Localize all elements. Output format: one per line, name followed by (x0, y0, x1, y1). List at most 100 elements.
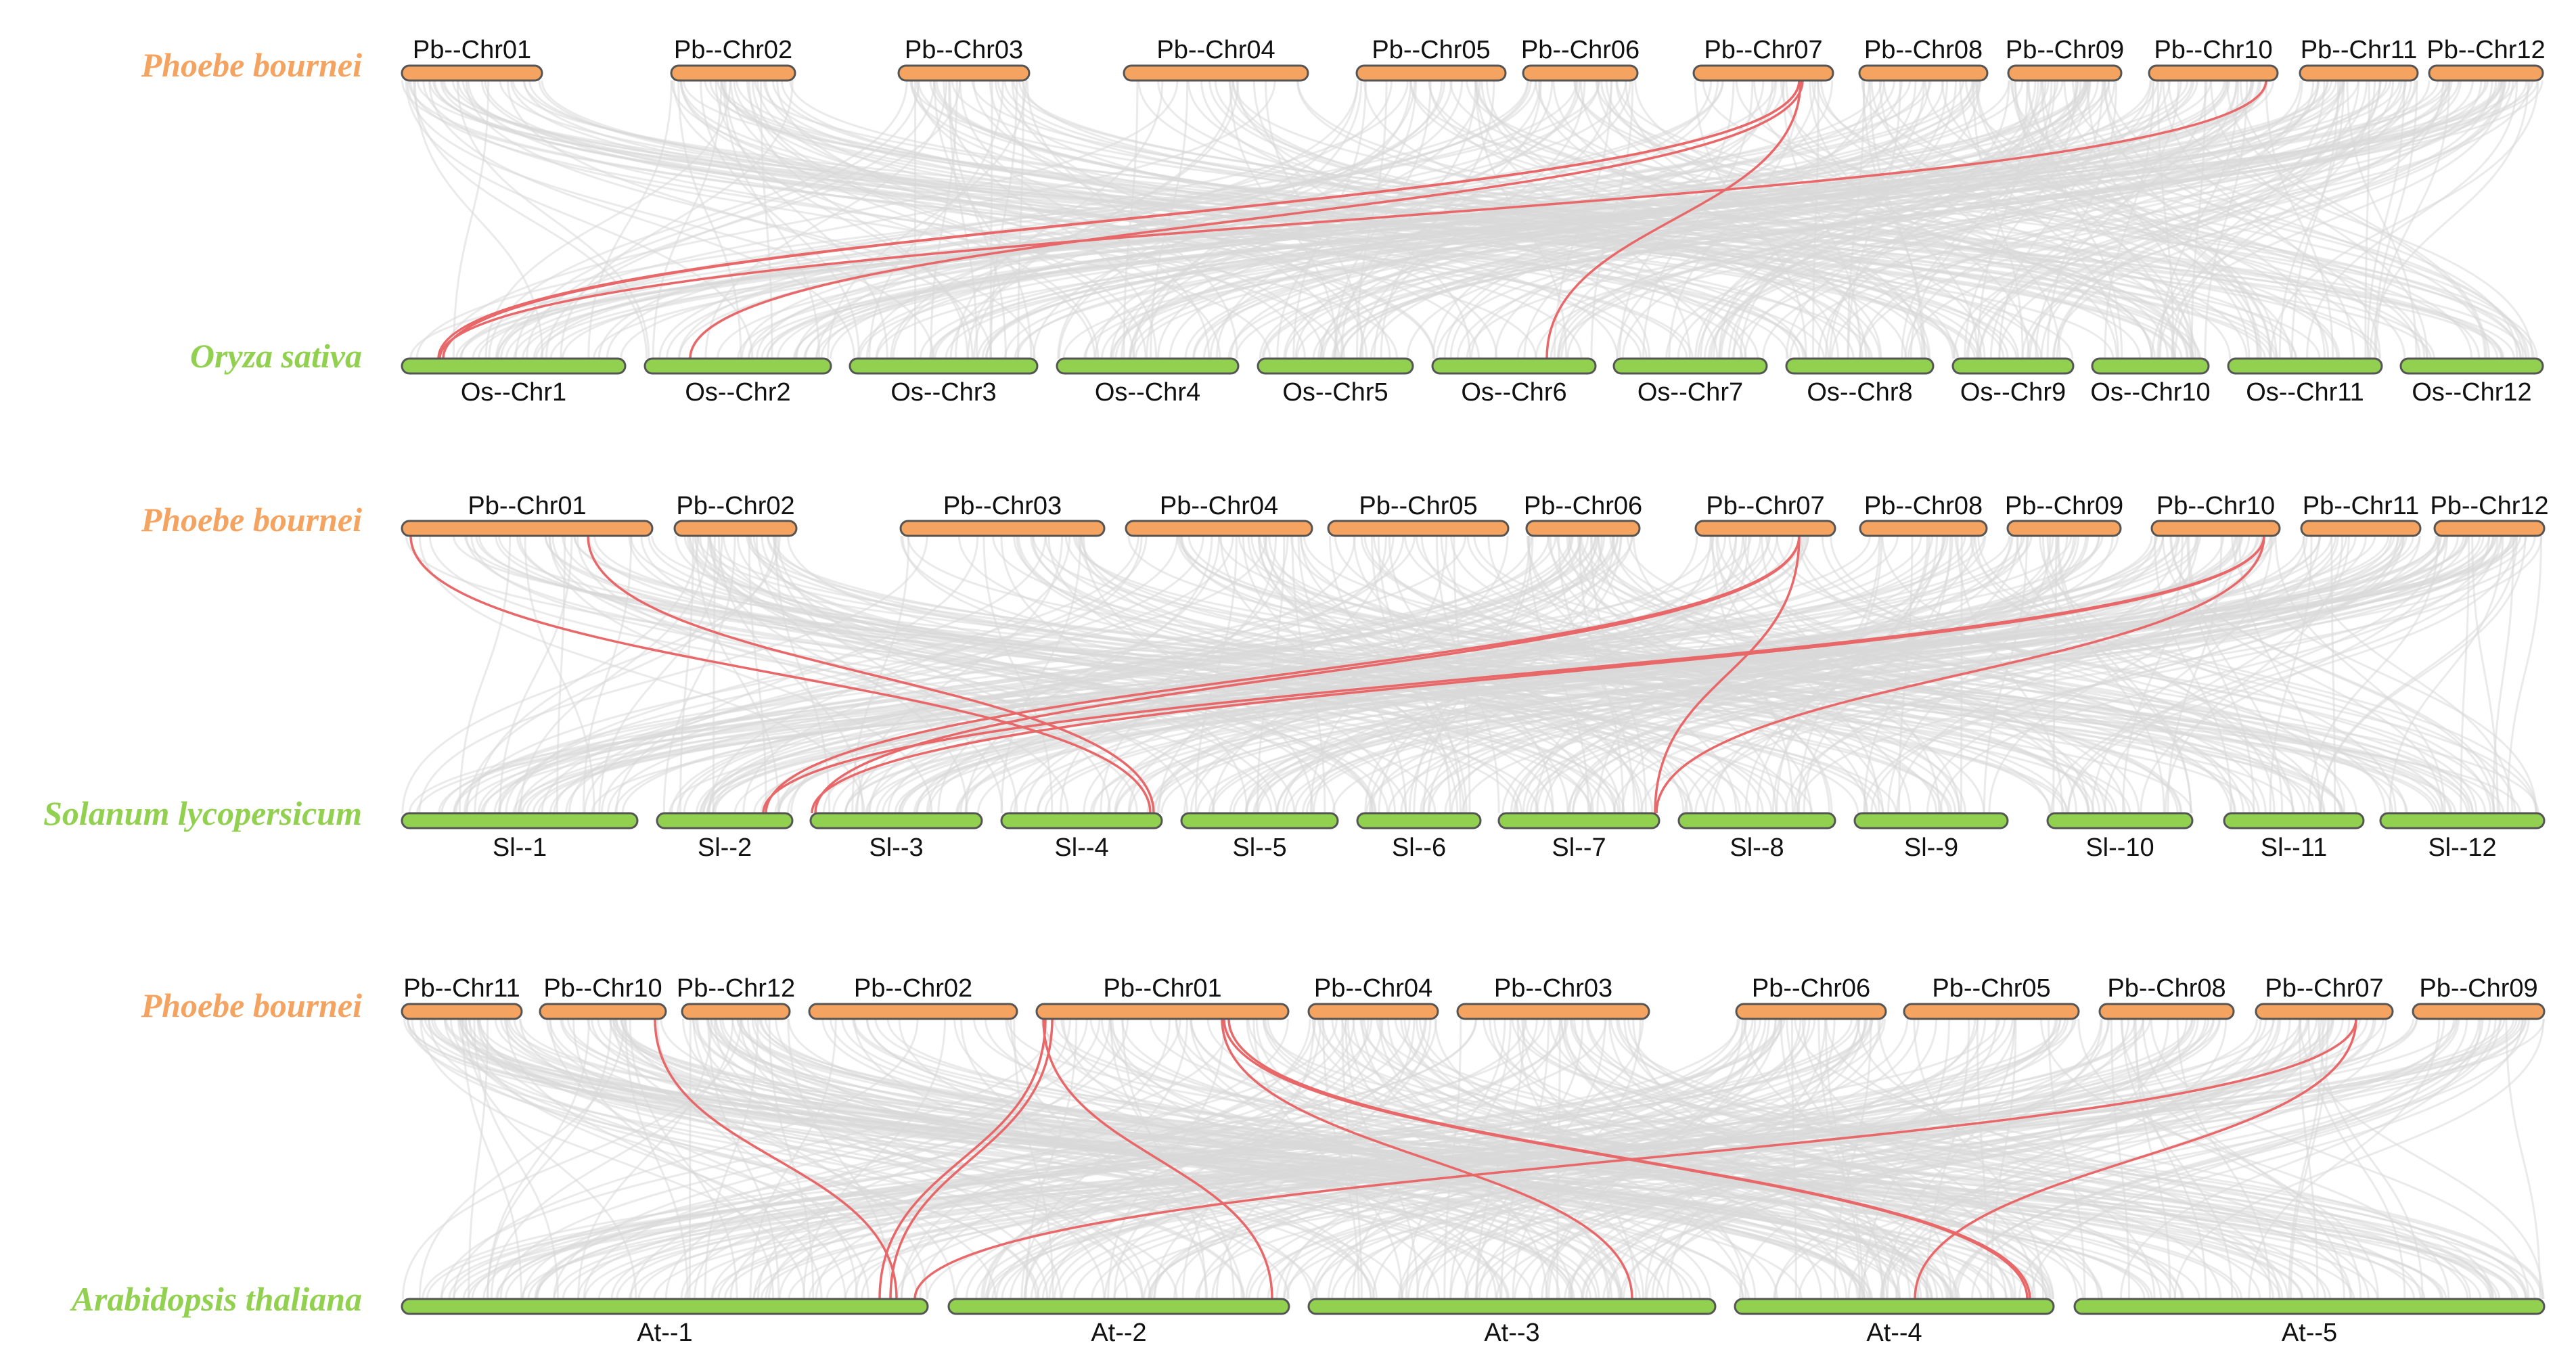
panel1-grey-link (1595, 80, 2522, 359)
panel2-top-chromosome-label: Pb--Chr08 (1864, 492, 1983, 520)
panel3-grey-link (418, 1018, 625, 1300)
panel1-bottom-chromosome-label: Os--Chr12 (2412, 378, 2531, 407)
panel1-top-chromosome (1123, 64, 1309, 82)
panel3-grey-link (1556, 1018, 1561, 1300)
panel2-grey-link (2238, 535, 2321, 814)
panel1-grey-link (1753, 80, 2118, 359)
panel3-red-link-Pb--Chr01-At--2 (1042, 1018, 1273, 1300)
panel2-bottom-chromosome (1180, 812, 1339, 829)
panel2-grey-link (982, 535, 1054, 814)
panel2-bottom-chromosome (401, 812, 639, 829)
panel3-top-chromosome (2255, 1003, 2394, 1020)
panel1-grey-link (495, 80, 1912, 359)
panel1-top-chromosome (2007, 64, 2123, 82)
panel3-grey-link (1524, 1018, 2527, 1300)
panel2-grey-link (1970, 535, 2516, 814)
panel1-grey-link (2159, 80, 2240, 359)
panel1-top-chromosome-label: Pb--Chr11 (2301, 36, 2417, 64)
panel3-grey-link (487, 1018, 612, 1300)
panel2-grey-link (2320, 535, 2518, 814)
panel2-grey-link (583, 535, 1148, 814)
panel2-grey-link (1626, 535, 2474, 814)
panel1-top-chromosome-label: Pb--Chr05 (1372, 36, 1490, 64)
panel2-grey-link (524, 535, 595, 814)
panel2-grey-link (707, 535, 1189, 814)
panel1-bottom-chromosome-label: Os--Chr10 (2090, 378, 2210, 407)
panel1-grey-link (2265, 80, 2334, 359)
panel1-grey-link (1615, 80, 2153, 359)
panel2-grey-link (1977, 535, 2538, 814)
panel2-grey-link (1830, 535, 2387, 814)
panel3-top-chromosome-label: Pb--Chr11 (403, 974, 520, 1003)
panel2-bottom-chromosome-label: Sl--3 (869, 834, 923, 862)
panel3-grey-link (1312, 1018, 2267, 1300)
panel2-bottom-chromosome-label: Sl--10 (2085, 834, 2154, 862)
panel2-grey-link (865, 535, 2414, 814)
panel1-grey-link (1785, 80, 2092, 359)
panel1-grey-link (949, 80, 1007, 359)
panel3-bottom-chromosome-label: At--2 (1091, 1319, 1146, 1347)
panel3-grey-link (1833, 1018, 1872, 1300)
panel1-bottom-chromosome-label: Os--Chr2 (685, 378, 790, 407)
panel3-grey-link (1646, 1018, 2274, 1300)
panel2-grey-link (1684, 535, 2308, 814)
panel2-grey-link (2091, 535, 2273, 814)
panel1-grey-link (1428, 80, 1956, 359)
panel3-grey-link (1495, 1018, 2456, 1300)
panel3-top-chromosome (808, 1003, 1018, 1020)
panel3-top-chromosome-label: Pb--Chr02 (854, 974, 972, 1003)
panel3-grey-link (1798, 1018, 2530, 1300)
panel2-bottom-chromosome (1853, 812, 2009, 829)
panel1-grey-link (1998, 80, 2104, 359)
panel2-bottom-chromosome (1000, 812, 1163, 829)
panel2-grey-link (480, 535, 2376, 814)
panel3-grey-link (468, 1018, 1872, 1300)
panel2-grey-link (470, 535, 1376, 814)
panel2-grey-link (1435, 535, 1500, 814)
panel1-grey-link (789, 80, 2377, 359)
panel3-bottom-chromosome (2073, 1298, 2546, 1315)
panel1-grey-link (680, 80, 1648, 359)
panel2-grey-link (1549, 535, 1868, 814)
panel2-red-link-Pb--Chr01-Sl--4 (587, 535, 1155, 814)
panel3-grey-link (477, 1018, 1376, 1300)
panel2-red-link-Pb--Chr10-Sl--3 (811, 535, 2265, 814)
panel2-grey-link (689, 535, 1694, 814)
panel2-grey-link (1177, 535, 2453, 814)
panel3-top-chromosome-label: Pb--Chr01 (1103, 974, 1221, 1003)
panel1-grey-link (2374, 80, 2451, 359)
panel3-grey-link (815, 1018, 1411, 1300)
panel1-grey-link (2364, 80, 2370, 359)
panel2-grey-link (418, 535, 865, 814)
panel3-grey-link (1794, 1018, 2494, 1300)
panel1-grey-link (1476, 80, 2188, 359)
panel3-grey-link (2173, 1018, 2545, 1300)
panel3-grey-link (1148, 1018, 2221, 1300)
panel2-grey-link (1796, 535, 2503, 814)
panel2-bottom-chromosome-label: Sl--7 (1552, 834, 1606, 862)
panel1-grey-link (1466, 80, 2474, 359)
panel2-top-chromosome (401, 520, 654, 537)
panel3-grey-link (1541, 1018, 1938, 1300)
panel1-grey-link (587, 80, 673, 359)
panel3-top-chromosome (1456, 1003, 1650, 1020)
panel2-red-link-Pb--Chr07-Sl--2 (765, 535, 1801, 814)
panel2-grey-link (1578, 535, 2232, 814)
panel2-grey-link (474, 535, 700, 814)
panel2-top-chromosome (2433, 520, 2546, 537)
panel1-bottom-chromosome-label: Os--Chr6 (1461, 378, 1566, 407)
panel1-top-chromosome-label: Pb--Chr08 (1864, 36, 1983, 64)
panel3-grey-link (426, 1018, 2077, 1300)
panel3-grey-link (561, 1018, 2146, 1300)
panel3-grey-link (2248, 1018, 2441, 1300)
panel1-bottom-chromosome (1785, 357, 1935, 375)
panel1-grey-link (2026, 80, 2493, 359)
panel3-bottom-chromosome-label: At--5 (2282, 1319, 2337, 1347)
panel1-red-link-Pb--Chr07-Os--Chr1 (442, 80, 1801, 359)
panel3-grey-link (624, 1018, 689, 1300)
panel3-grey-link (499, 1018, 1088, 1300)
panel3-top-chromosome (1735, 1003, 1887, 1020)
panel3-grey-link (1478, 1018, 1866, 1300)
panel3-grey-link (821, 1018, 1840, 1300)
panel1-grey-link (2369, 80, 2529, 359)
